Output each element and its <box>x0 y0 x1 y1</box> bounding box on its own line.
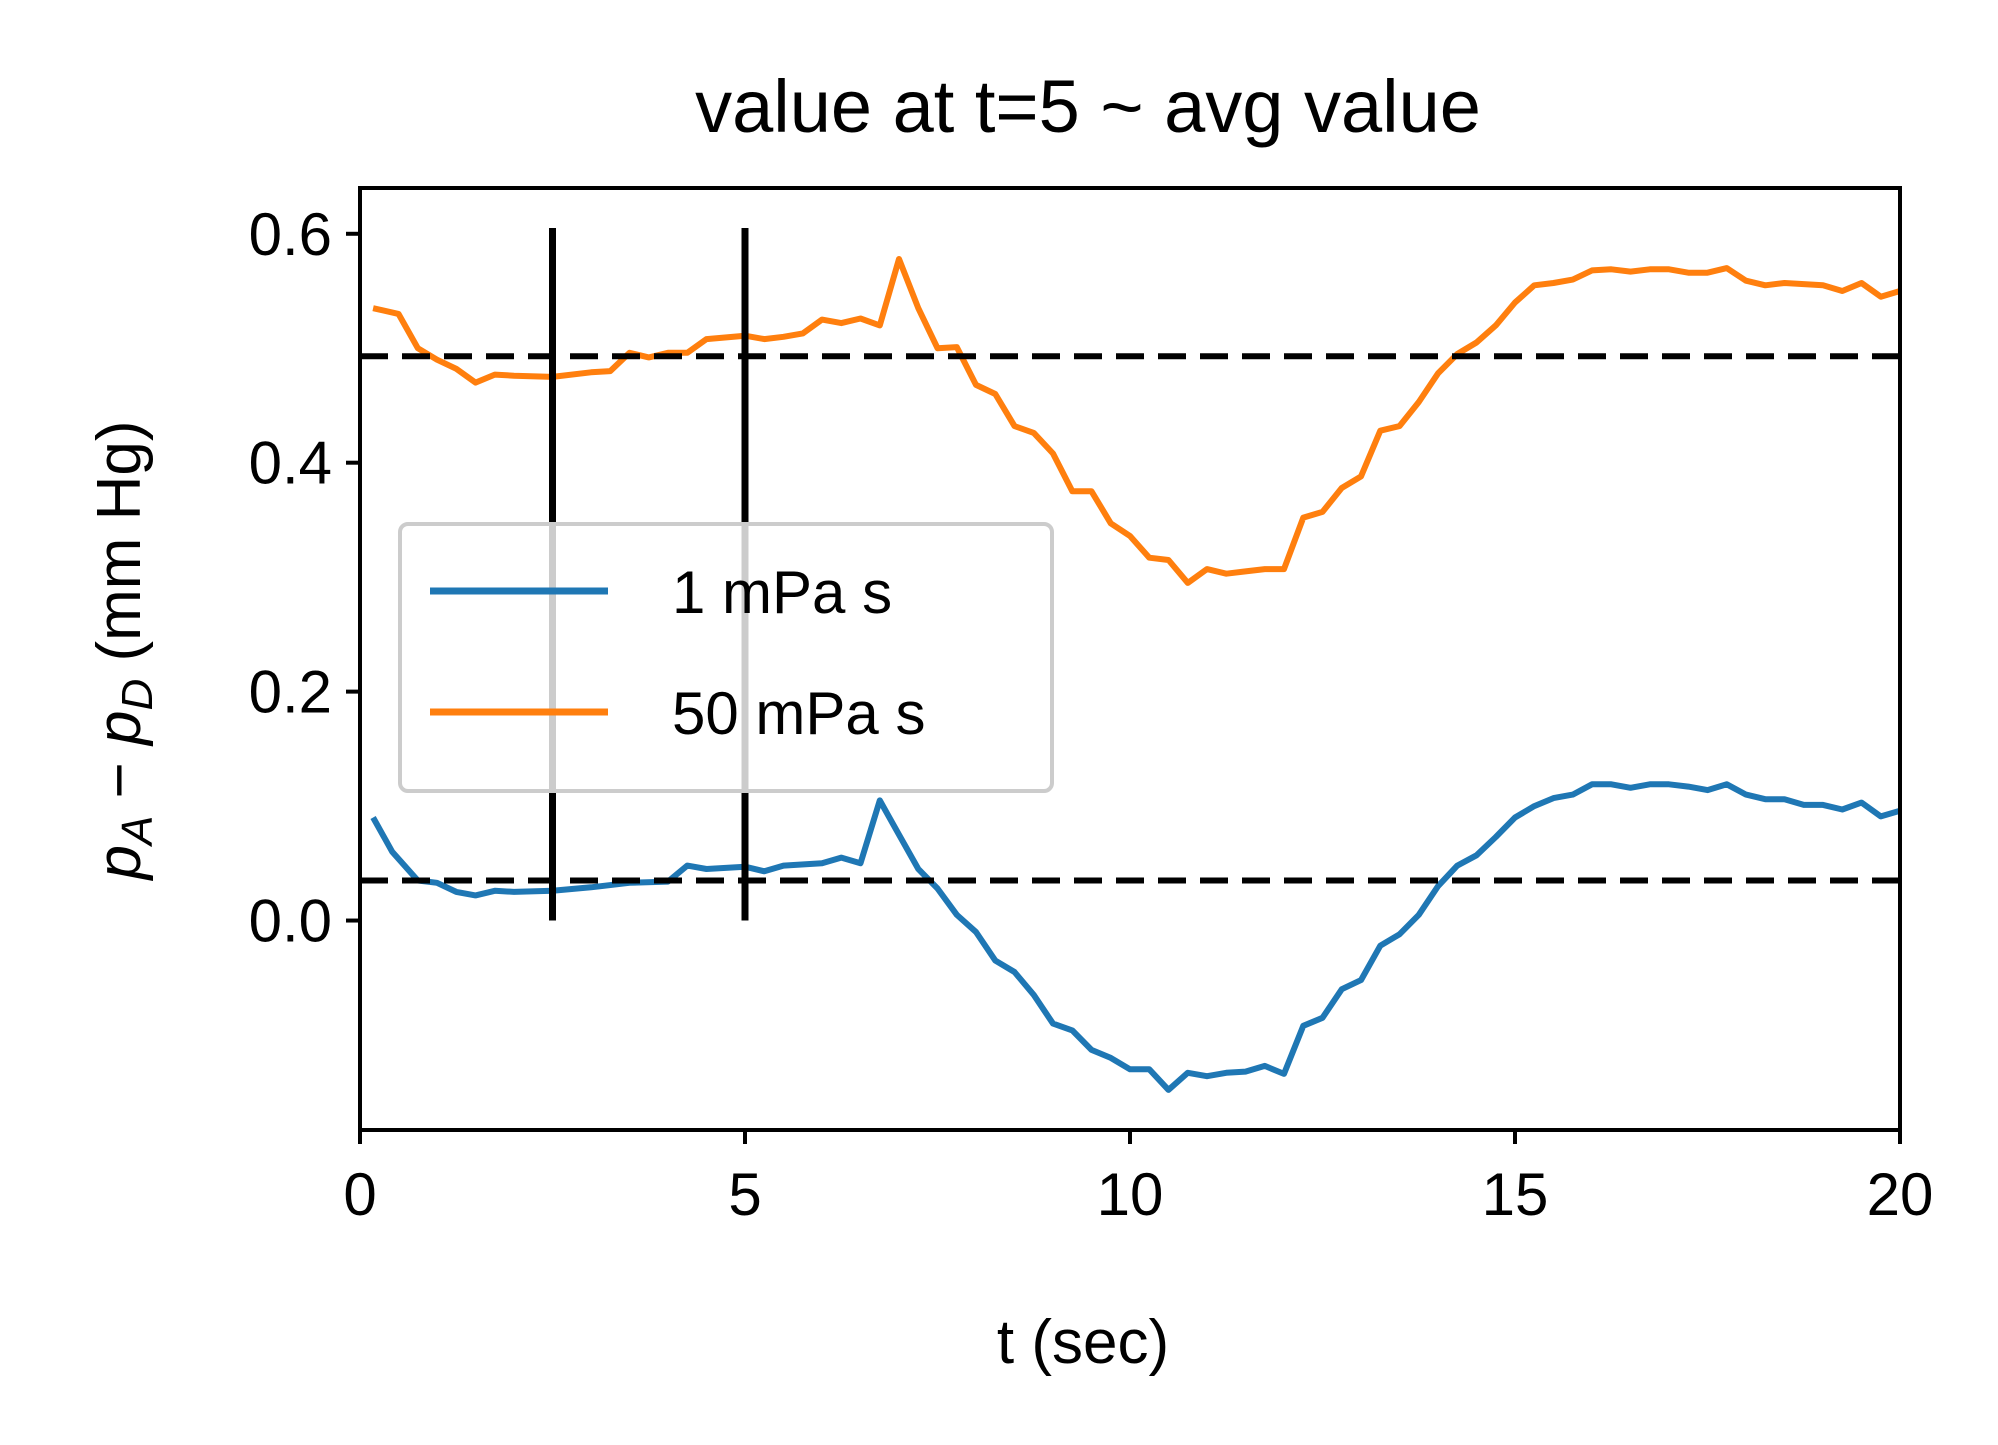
y-label-p-d: p <box>85 711 154 747</box>
y-label-unit: (mm Hg) <box>85 420 154 678</box>
x-tick-label: 10 <box>1097 1161 1164 1228</box>
x-tick-label: 5 <box>728 1161 761 1228</box>
y-label-sub-a: A <box>113 816 162 848</box>
x-tick-label: 15 <box>1482 1161 1549 1228</box>
legend-label-1-mpa-s: 1 mPa s <box>672 559 892 626</box>
y-tick-label: 0.2 <box>249 659 332 726</box>
x-axis-label: t (sec) <box>997 1308 1169 1377</box>
y-label-p-a: p <box>85 845 154 881</box>
y-label-sub-d: D <box>113 679 162 711</box>
y-axis-label: pA − pD (mm Hg) <box>85 420 162 881</box>
y-tick-label: 0.6 <box>249 201 332 268</box>
x-tick-label: 0 <box>343 1161 376 1228</box>
y-label-minus: − <box>85 745 154 816</box>
x-tick-label: 20 <box>1867 1161 1934 1228</box>
y-tick-label: 0.4 <box>249 430 332 497</box>
y-tick-label: 0.0 <box>249 888 332 955</box>
series-line-1-mpa-s <box>370 781 1901 1093</box>
legend-label-50-mpa-s: 50 mPa s <box>672 680 925 747</box>
plot-area: 0 5 10 15 20 0.0 0.2 0.4 0.6 <box>249 186 1934 1228</box>
chart-title: value at t=5 ~ avg value <box>695 65 1481 148</box>
legend: 1 mPa s 50 mPa s <box>398 522 1054 793</box>
